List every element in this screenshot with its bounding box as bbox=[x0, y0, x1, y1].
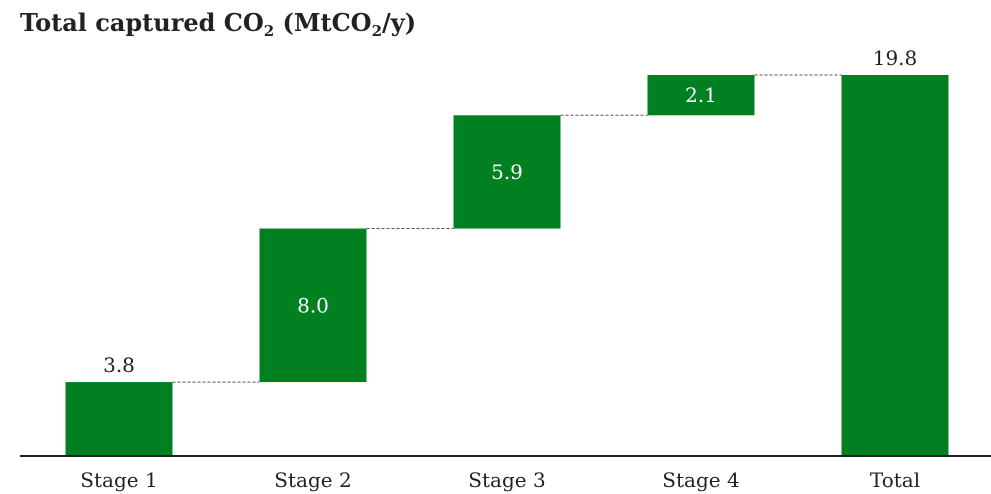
title-middle: (MtCO bbox=[274, 8, 372, 37]
data-label: 5.9 bbox=[491, 160, 523, 184]
data-label: 19.8 bbox=[873, 46, 918, 70]
x-tick-label: Total bbox=[870, 468, 920, 492]
x-tick-label: Stage 1 bbox=[80, 468, 157, 492]
title-sub-2: 2 bbox=[371, 22, 383, 40]
title-prefix: Total captured CO bbox=[20, 8, 264, 37]
bar-stage-2 bbox=[259, 228, 367, 383]
chart-title: Total captured CO2 (MtCO2/y) bbox=[20, 8, 416, 40]
x-tick-label: Stage 4 bbox=[662, 468, 739, 492]
x-tick-label: Stage 3 bbox=[468, 468, 545, 492]
bar-stage-1 bbox=[65, 382, 173, 455]
data-label: 3.8 bbox=[103, 353, 135, 377]
title-sub-1: 2 bbox=[263, 22, 275, 40]
bar-stage-3 bbox=[453, 115, 561, 229]
bar-stage-4 bbox=[647, 75, 755, 116]
data-label: 2.1 bbox=[685, 83, 717, 107]
title-suffix: /y) bbox=[382, 8, 417, 37]
bar-total bbox=[841, 75, 949, 455]
x-tick-label: Stage 2 bbox=[274, 468, 351, 492]
data-label: 8.0 bbox=[297, 293, 329, 317]
